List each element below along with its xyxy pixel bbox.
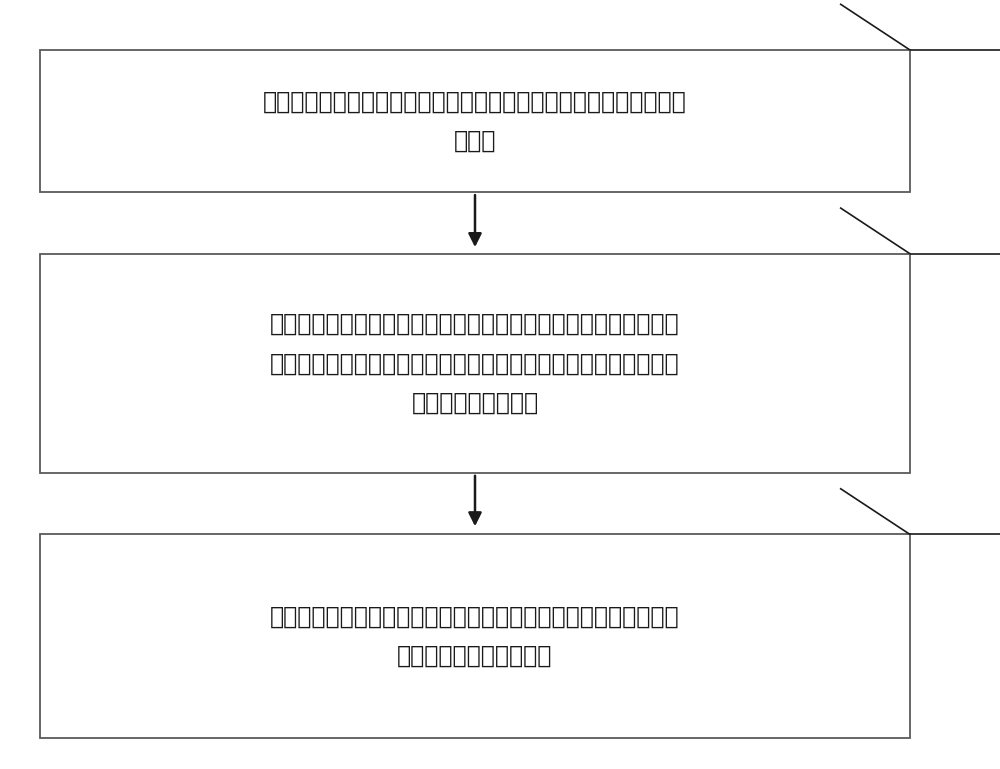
Text: 根据所述界面信息，在任务操作界面显示所述历史界面，以基于所
述历史界面执行工控任务: 根据所述界面信息，在任务操作界面显示所述历史界面，以基于所 述历史界面执行工控任… (270, 604, 680, 668)
Text: 获取并存储历史界面对应的界面信息，所述界面信息用于生成所述历
史界面: 获取并存储历史界面对应的界面信息，所述界面信息用于生成所述历 史界面 (263, 89, 687, 153)
Bar (40, 50, 910, 192)
Bar (40, 254, 910, 473)
Bar (40, 534, 910, 738)
Text: 响应用户触发的切换指令，获取预先存储的所述界面信息，所述切
换指令是由用户触发切换控件而来，所述切换控件为触摸屏中特定
区域显示的图形信息: 响应用户触发的切换指令，获取预先存储的所述界面信息，所述切 换指令是由用户触发切… (270, 312, 680, 414)
